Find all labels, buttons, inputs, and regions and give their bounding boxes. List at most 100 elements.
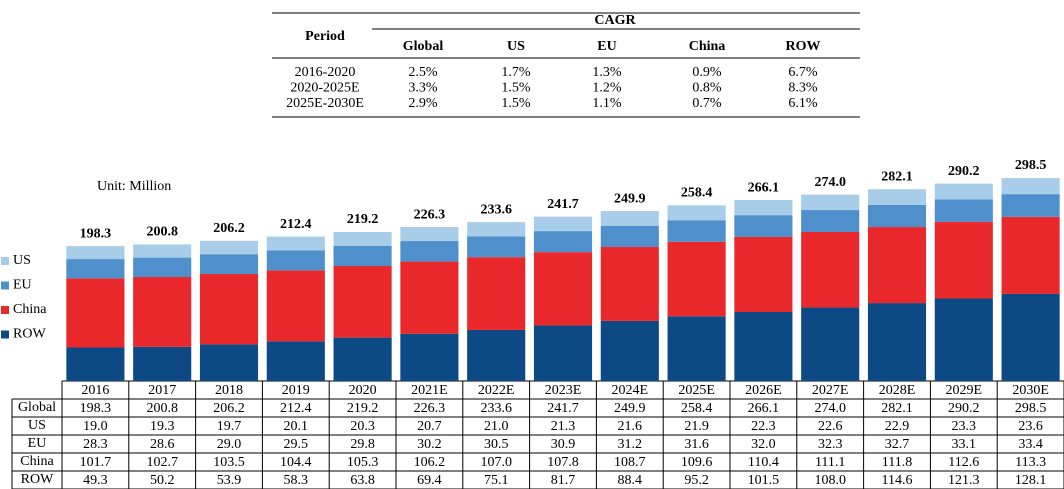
table-cell: 102.7 <box>146 455 178 470</box>
total-label: 249.9 <box>614 191 646 206</box>
table-cell: 258.4 <box>681 401 713 416</box>
table-cell: 32.0 <box>751 437 776 452</box>
x-tick-label: 2024E <box>612 383 649 398</box>
table-cell: 108.7 <box>614 455 646 470</box>
legend-swatch <box>1 330 9 339</box>
table-cell: 0.8% <box>692 81 722 96</box>
legend-label: ROW <box>13 327 46 342</box>
total-label: 212.4 <box>280 217 312 232</box>
x-tick-label: 2021E <box>411 383 448 398</box>
table-cell: 69.4 <box>417 473 442 488</box>
x-tick-label: 2029E <box>946 383 983 398</box>
table-cell: 241.7 <box>547 401 579 416</box>
table-cell: 28.3 <box>83 437 108 452</box>
bar-segment <box>801 307 860 381</box>
bar-segment <box>333 266 392 338</box>
bar-segment <box>133 277 192 347</box>
table-cell: 219.2 <box>347 401 379 416</box>
table-cell: 19.0 <box>83 419 108 434</box>
bar-segment <box>867 303 927 381</box>
table-cell: 53.9 <box>217 473 242 488</box>
bar-segment <box>199 273 259 345</box>
table-cell: 282.1 <box>881 401 913 416</box>
row-label: Global <box>18 400 56 415</box>
bar-segment <box>333 231 392 246</box>
total-label: 219.2 <box>347 212 379 227</box>
table-cell: 21.9 <box>684 419 709 434</box>
bar-segment <box>400 241 459 262</box>
cagr-table: Period CAGR <box>272 12 860 118</box>
x-tick-label: 2023E <box>545 383 582 398</box>
bar-segment <box>533 231 593 253</box>
bar-segment <box>734 215 793 237</box>
table-cell: 1.3% <box>592 65 622 80</box>
table-cell: 20.1 <box>284 419 309 434</box>
bar-segment <box>801 194 860 211</box>
bar-segment <box>66 347 125 381</box>
row-label: China <box>20 454 54 469</box>
table-cell: 128.1 <box>1015 473 1047 488</box>
table-cell: 19.3 <box>150 419 175 434</box>
bar-segment <box>333 337 392 381</box>
table-cell: 121.3 <box>948 473 980 488</box>
table-cell: 19.7 <box>217 419 242 434</box>
bar-segment <box>667 205 726 221</box>
bar-segment <box>934 199 993 222</box>
table-cell: 233.6 <box>480 401 512 416</box>
x-tick-label: 2026E <box>745 383 782 398</box>
unit-label: Unit: Million <box>97 179 171 194</box>
table-cell: 6.7% <box>788 65 818 80</box>
table-cell: 75.1 <box>484 473 509 488</box>
row-label: ROW <box>21 472 54 487</box>
legend-label: China <box>13 302 47 317</box>
table-cell: 226.3 <box>414 401 446 416</box>
table-cell: 29.0 <box>217 437 242 452</box>
bar-segment <box>467 329 526 381</box>
bar-segment <box>533 325 593 381</box>
legend-swatch <box>1 281 9 290</box>
bar-segment <box>400 261 459 334</box>
table-cell: 58.3 <box>284 473 309 488</box>
table-cell: 20.3 <box>350 419 375 434</box>
table-cell: 30.2 <box>417 437 442 452</box>
table-cell: 106.2 <box>414 455 446 470</box>
table-cell: 22.3 <box>751 419 776 434</box>
bar-segment <box>667 241 726 317</box>
bar-segment <box>801 210 860 233</box>
legend-label: EU <box>13 278 32 293</box>
bar-segment <box>266 250 325 271</box>
table-cell: 104.4 <box>280 455 312 470</box>
table-cell: 101.5 <box>748 473 780 488</box>
header-cell: China <box>689 39 726 54</box>
table-cell: 2.9% <box>408 96 438 111</box>
total-label: 200.8 <box>146 225 178 240</box>
table-cell: 30.5 <box>484 437 509 452</box>
table-cell: 249.9 <box>614 401 646 416</box>
table-cell: 21.6 <box>618 419 643 434</box>
table-cell: 101.7 <box>80 455 112 470</box>
bar-segment <box>734 199 793 216</box>
table-cell: 1.1% <box>592 96 622 111</box>
bar-segment <box>467 222 526 237</box>
bar-segment <box>600 320 659 381</box>
table-cell: 1.5% <box>501 96 531 111</box>
table-cell: 29.5 <box>284 437 309 452</box>
table-cell: 200.8 <box>146 401 178 416</box>
table-cell: 63.8 <box>350 473 375 488</box>
table-cell: 22.9 <box>885 419 910 434</box>
bar-segment <box>533 252 593 326</box>
table-cell: 28.6 <box>150 437 175 452</box>
table-cell: 0.7% <box>692 96 722 111</box>
table-cell: 198.3 <box>80 401 112 416</box>
table-cell: 32.3 <box>818 437 843 452</box>
bar-segment <box>600 246 659 321</box>
x-tick-label: 2016 <box>81 383 109 398</box>
bar-segment <box>1001 293 1060 381</box>
x-tick-label: 2027E <box>812 383 849 398</box>
x-tick-label: 2017 <box>148 383 176 398</box>
bar-segment <box>199 240 259 255</box>
bar-segment <box>734 311 793 381</box>
bar-segment <box>400 333 459 381</box>
table-cell: 23.3 <box>952 419 977 434</box>
bar-segment <box>867 189 927 205</box>
